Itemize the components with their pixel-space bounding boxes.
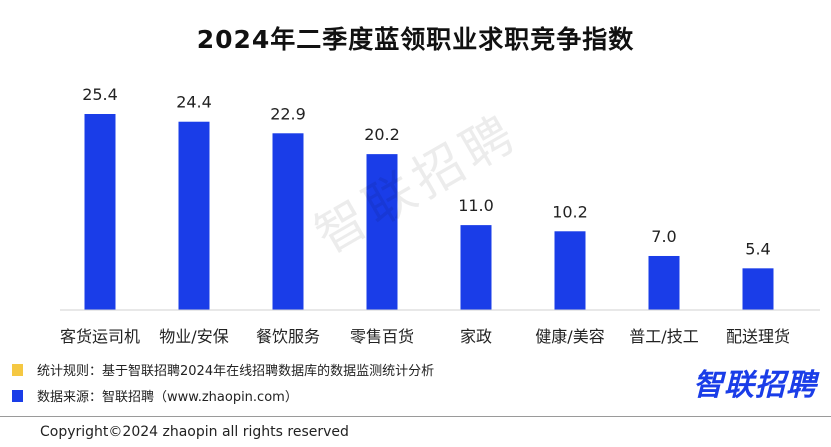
data-source-note: 数据来源：智联招聘（www.zhaopin.com）: [12, 386, 298, 405]
bar-chart: 25.4 客货运司机 24.4 物业/安保 22.9 餐饮服务 20.2 零售百货 11.0 家政…: [60, 85, 820, 346]
bar-2: [178, 121, 210, 310]
category-label-6: 健康/美容: [535, 327, 604, 346]
yellow-square-icon: [12, 363, 23, 376]
zhaopin-logo: 智联招聘: [693, 368, 817, 403]
bar-6: [554, 231, 586, 310]
bar-4: [366, 154, 398, 310]
footer: 统计规则：基于智联招聘2024年在线招聘数据库的数据监测统计分析 数据来源：智联…: [0, 350, 831, 447]
category-label-1: 客货运司机: [60, 327, 140, 346]
category-label-5: 家政: [460, 327, 492, 346]
value-label-1: 25.4: [82, 85, 118, 104]
category-label-3: 餐饮服务: [256, 327, 320, 346]
value-label-4: 20.2: [364, 125, 400, 144]
value-label-6: 10.2: [552, 202, 588, 221]
value-label-5: 11.0: [458, 196, 494, 215]
bar-1: [84, 114, 116, 310]
category-label-2: 物业/安保: [159, 327, 228, 346]
category-label-4: 零售百货: [350, 327, 414, 346]
value-label-8: 5.4: [745, 239, 770, 258]
bar-7: [648, 255, 680, 310]
category-label-8: 配送理货: [726, 327, 790, 346]
bar-5: [460, 225, 492, 310]
category-label-7: 普工/技工: [629, 327, 698, 346]
value-label-3: 22.9: [270, 104, 306, 123]
bar-3: [272, 133, 304, 310]
bar-8: [742, 268, 774, 310]
value-label-7: 7.0: [651, 227, 676, 246]
blue-square-icon: [12, 389, 23, 402]
stat-rule-text: 统计规则：基于智联招聘2024年在线招聘数据库的数据监测统计分析: [37, 364, 435, 379]
chart-title: 2024年二季度蓝领职业求职竞争指数: [196, 25, 635, 54]
data-source-text: 数据来源：智联招聘（www.zhaopin.com）: [37, 390, 298, 405]
bars-group: 25.4 客货运司机 24.4 物业/安保 22.9 餐饮服务 20.2 零售百货 11.0 家政…: [60, 85, 790, 346]
footer-divider: [0, 416, 831, 417]
stat-rule-note: 统计规则：基于智联招聘2024年在线招聘数据库的数据监测统计分析: [12, 360, 434, 379]
copyright-text: Copyright©2024 zhaopin all rights reserv…: [40, 424, 349, 440]
value-label-2: 24.4: [176, 93, 212, 112]
